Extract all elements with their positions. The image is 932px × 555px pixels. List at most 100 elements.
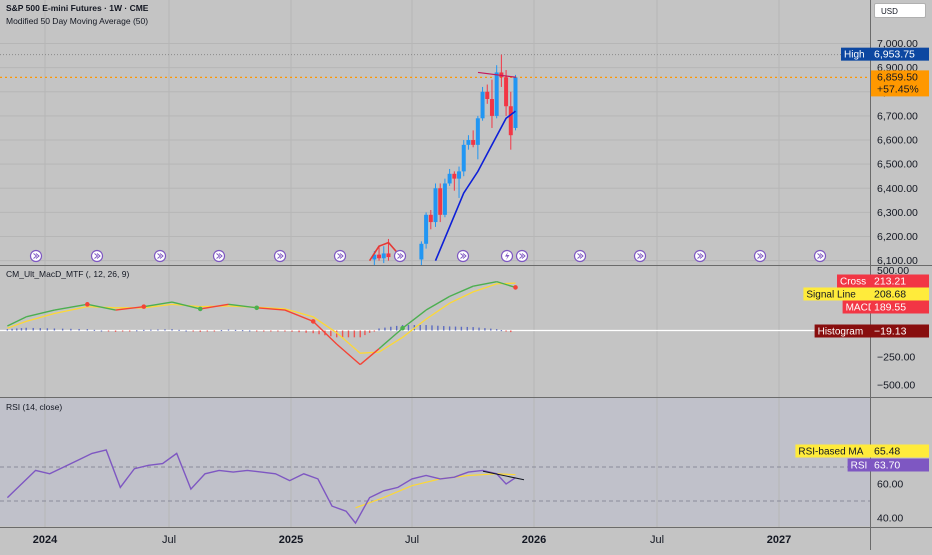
price-series-group [0,54,870,265]
price-pane [0,54,870,265]
macd-histogram-bar [263,330,265,332]
candle-17 [480,86,485,121]
candle-body-24 [513,77,518,128]
candle-body-10 [447,173,452,184]
ma-indicator-title[interactable]: Modified 50 Day Moving Average (50) [6,16,149,26]
moving-average-line-0 [368,241,399,262]
macd-histogram-bar [270,330,272,332]
macd-histogram-bar [199,330,201,332]
candle-body-14 [466,140,471,145]
macd-histogram-bar [248,330,251,332]
macd-value-0: 213.21 [871,274,929,288]
candle-14 [466,135,471,150]
high-tag-text: High [844,50,865,61]
play-arrows [216,253,223,259]
price-tick-label: 6,300.00 [877,207,918,219]
candle-body-15 [471,140,476,145]
high-value-tag: 6,953.75 [871,47,929,61]
macd-value-2: 189.55 [871,300,929,314]
macd-line-segment-3 [87,303,116,311]
macd-line-segment-5 [143,301,173,308]
macd-label-2-text: MACD [846,303,875,314]
macd-indicator-title[interactable]: CM_Ult_MacD_MTF (, 12, 26, 9) [6,269,130,279]
play-arrows [397,253,404,259]
macd-cross-dot [85,302,90,307]
macd-histogram-bar [136,330,138,332]
play-circle-icon [633,249,647,263]
macd-pane [0,280,870,366]
macd-line-segment-13 [359,348,380,366]
play-arrows [94,253,101,259]
candle-body-6 [428,214,433,223]
change-text: +57.45% [877,83,919,95]
macd-histogram-bar [39,328,41,331]
macd-histogram-bar [373,330,376,332]
last-price-tag [871,70,929,97]
macd-histogram-bar [364,330,366,336]
macd-histogram-bar [336,330,338,338]
rsi-line [6,449,516,525]
macd-line-segment-12 [336,343,361,366]
macd-histogram-bar [341,330,344,338]
candle-18 [485,84,490,104]
macd-histogram-bar [157,329,159,331]
macd-histogram-bar [495,329,498,331]
time-tick-label: 2027 [767,534,791,546]
play-circle-icon [813,249,827,263]
symbol-title[interactable]: S&P 500 E-mini Futures · 1W · CME [6,3,149,13]
macd-histogram-bar [454,326,457,331]
play-arrows [637,253,644,259]
candle-body-19 [489,98,494,116]
macd-line-segment-16 [425,295,450,311]
macd-histogram-bar [185,330,187,332]
candle-8 [438,183,443,223]
macd-histogram-bar [107,330,110,332]
candle-6 [428,209,433,230]
play-circle-icon [153,249,167,263]
macd-tick-label: −250.00 [877,352,915,364]
macd-label-1: Signal Line [803,287,871,301]
candle-body-9 [442,183,447,215]
macd-histogram-bar [347,330,350,338]
currency-button[interactable]: USD [874,3,926,18]
candle-body-12 [457,171,462,179]
rsi-label-0-bg [795,444,871,458]
macd-line-segment-18 [473,280,497,287]
candle-body-3 [386,253,391,258]
price-tick-label: 6,500.00 [877,159,918,171]
macd-histogram-bar [11,328,13,331]
play-arrows [277,253,284,259]
macd-histogram-bar [312,330,314,334]
last-price-text: 6,859.50 [877,71,918,83]
rsi-pane [0,449,870,525]
macd-histogram-bar [291,330,293,332]
play-circle-icon [273,249,287,263]
play-arrows [817,253,824,259]
macd-cross-dot [141,304,147,309]
macd-histogram-bar [484,328,486,331]
play-circle-icon [90,249,104,263]
rsi-indicator-title[interactable]: RSI (14, close) [6,402,63,412]
candle-19 [489,79,494,128]
candle-5 [424,212,429,249]
macd-line-segment-9 [256,307,286,311]
price-tick-label: 6,700.00 [877,110,918,122]
play-circle-icon [753,249,767,263]
macd-histogram-bar [46,328,49,331]
rsi-label-1-bg [847,458,871,472]
play-circle-icon [573,249,587,263]
candle-body-4 [419,243,424,260]
candle-body-23 [508,106,513,136]
macd-label-2-bg [842,300,871,314]
play-circle-icon [693,249,707,263]
time-tick-label: 2025 [279,534,303,546]
macd-value-3-text: −19.13 [874,326,907,338]
high-tag-bg [841,47,871,61]
price-tick-label: 7,000.00 [877,38,918,50]
macd-line-segment-19 [496,280,516,289]
macd-line-segment-7 [200,303,229,310]
price-tick-label: 6,600.00 [877,135,918,147]
play-arrows [519,253,526,259]
